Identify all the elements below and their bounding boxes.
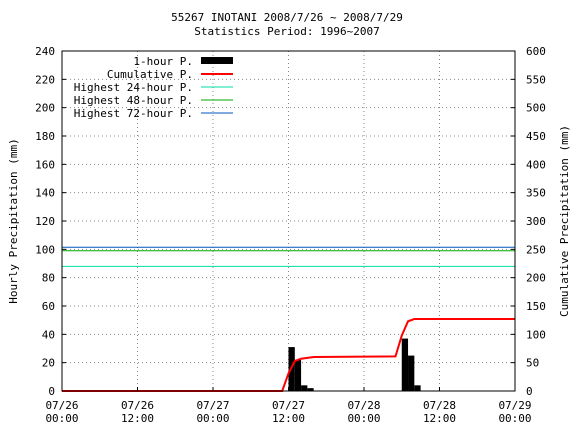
hourly-bar	[408, 355, 415, 391]
y-right-tick-label: 350	[526, 187, 546, 200]
hourly-bar	[307, 388, 314, 391]
y-axis-left-label: Hourly Precipitation (mm)	[7, 138, 20, 304]
x-tick-label-date: 07/29	[498, 399, 531, 412]
x-tick-label-date: 07/27	[272, 399, 305, 412]
y-left-tick-label: 200	[35, 102, 55, 115]
y-left-tick-label: 100	[35, 243, 55, 256]
hourly-bar	[301, 385, 308, 391]
y-left-tick-label: 120	[35, 215, 55, 228]
y-left-tick-label: 80	[42, 272, 55, 285]
x-tick-label-date: 07/26	[45, 399, 78, 412]
y-right-tick-label: 500	[526, 102, 546, 115]
x-tick-label-time: 12:00	[121, 412, 154, 425]
hourly-bar	[414, 385, 421, 391]
x-tick-label-date: 07/28	[347, 399, 380, 412]
chart-title: 55267 INOTANI 2008/7/26 ~ 2008/7/29	[171, 11, 403, 24]
x-tick-label-date: 07/26	[121, 399, 154, 412]
y-left-tick-label: 20	[42, 357, 55, 370]
y-right-tick-label: 250	[526, 243, 546, 256]
legend-label: Highest 24-hour P.	[74, 81, 193, 94]
y-left-tick-label: 160	[35, 158, 55, 171]
y-left-tick-label: 40	[42, 328, 55, 341]
y-right-tick-label: 400	[526, 158, 546, 171]
y-right-tick-label: 150	[526, 300, 546, 313]
y-axis-right-label: Cumulative Precipitation (mm)	[558, 125, 571, 317]
x-tick-label-time: 12:00	[423, 412, 456, 425]
chart-subtitle: Statistics Period: 1996~2007	[194, 25, 379, 38]
x-tick-label-time: 00:00	[45, 412, 78, 425]
y-left-tick-label: 0	[48, 385, 55, 398]
y-right-tick-label: 300	[526, 215, 546, 228]
y-right-tick-label: 50	[526, 357, 539, 370]
x-tick-label-date: 07/28	[423, 399, 456, 412]
y-axis-left: 0 20 40 60 80 100 120 140 160 180 200 220 240	[35, 45, 66, 398]
y-right-tick-label: 450	[526, 130, 546, 143]
legend-label: Highest 48-hour P.	[74, 94, 193, 107]
legend-swatch-bar	[201, 57, 233, 64]
y-right-tick-label: 100	[526, 328, 546, 341]
y-right-tick-label: 550	[526, 73, 546, 86]
y-left-tick-label: 240	[35, 45, 55, 58]
hourly-bars	[288, 338, 421, 391]
legend-label: 1-hour P.	[133, 55, 193, 68]
y-left-tick-label: 140	[35, 187, 55, 200]
y-axis-right: 0 50 100 150 200 250 300 350 400 450 500 550 600	[511, 45, 546, 398]
legend: 1-hour P.Cumulative P.Highest 24-hour P.…	[74, 55, 233, 120]
y-right-tick-label: 0	[526, 385, 533, 398]
y-right-tick-label: 600	[526, 45, 546, 58]
hourly-bar	[401, 338, 409, 391]
x-tick-label-time: 12:00	[272, 412, 305, 425]
legend-label: Highest 72-hour P.	[74, 107, 193, 120]
y-left-tick-label: 180	[35, 130, 55, 143]
x-tick-label-time: 00:00	[347, 412, 380, 425]
record-lines	[62, 246, 515, 267]
hourly-bar	[294, 359, 302, 391]
x-tick-label-time: 00:00	[498, 412, 531, 425]
y-right-tick-label: 200	[526, 272, 546, 285]
cumulative-line	[62, 318, 515, 392]
x-tick-label-date: 07/27	[196, 399, 229, 412]
x-axis: 07/2600:0007/2612:0007/2700:0007/2712:00…	[45, 387, 532, 425]
y-left-tick-label: 60	[42, 300, 55, 313]
x-tick-label-time: 00:00	[196, 412, 229, 425]
grid-lines	[62, 51, 515, 391]
cumulative-line-group	[62, 318, 515, 392]
legend-label: Cumulative P.	[107, 68, 193, 81]
y-left-tick-label: 220	[35, 73, 55, 86]
